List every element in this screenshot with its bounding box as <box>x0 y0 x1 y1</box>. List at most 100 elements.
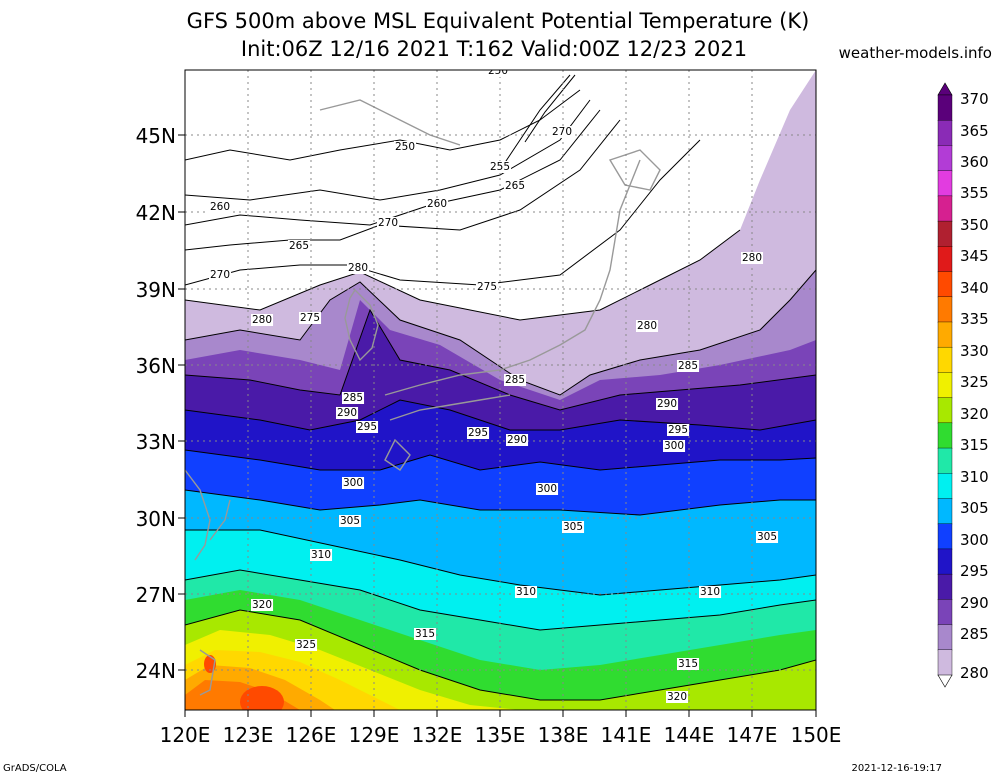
map-plot: 250 250 255 260 260 265 265 270 270 270 … <box>185 65 816 710</box>
colorbar-label: 340 <box>960 279 989 297</box>
contour-label: 290 <box>657 398 677 410</box>
contour-label: 305 <box>563 521 583 533</box>
colorbar-label: 350 <box>960 216 989 234</box>
colorbar-label: 330 <box>960 342 989 360</box>
colorbar-cell <box>937 220 953 248</box>
contour-label: 295 <box>357 421 377 433</box>
colorbar-cell <box>937 372 953 399</box>
colorbar-cell <box>937 271 953 298</box>
footer-timestamp: 2021-12-16-19:17 <box>851 763 942 774</box>
contour-label: 290 <box>337 407 357 419</box>
contour-label: 285 <box>505 374 525 386</box>
lon-label: 120E <box>160 723 211 747</box>
site-credit: weather-models.info <box>838 44 992 62</box>
colorbar-cell <box>937 473 953 500</box>
contour-label: 270 <box>552 126 572 138</box>
map-title: GFS 500m above MSL Equivalent Potential … <box>186 9 810 33</box>
contour-label: 280 <box>742 252 762 264</box>
lon-label: 147E <box>727 723 778 747</box>
lat-label: 33N <box>136 430 176 454</box>
lon-label: 123E <box>223 723 274 747</box>
colorbar-cell <box>937 170 953 197</box>
lat-label: 45N <box>136 124 176 148</box>
map-subtitle: Init:06Z 12/16 2021 T:162 Valid:00Z 12/2… <box>240 37 748 61</box>
contour-label: 320 <box>667 691 687 703</box>
colorbar-label: 285 <box>960 625 989 643</box>
contour-label: 260 <box>427 198 447 210</box>
colorbar-cell <box>937 624 953 651</box>
contour-label: 310 <box>516 586 536 598</box>
lat-label: 24N <box>136 659 176 683</box>
colorbar-cell <box>937 548 953 575</box>
contour-label: 295 <box>668 424 688 436</box>
colorbar: 370 365 360 355 350 345 340 335 330 325 … <box>937 82 989 688</box>
colorbar-cell <box>937 498 953 525</box>
graticule <box>185 70 816 710</box>
contour-label: 255 <box>490 161 510 173</box>
lon-label: 132E <box>412 723 463 747</box>
lat-label: 36N <box>136 354 176 378</box>
colorbar-label: 365 <box>960 122 989 140</box>
colorbar-cell <box>937 573 953 601</box>
colorbar-cell <box>937 120 953 147</box>
lon-label: 129E <box>349 723 400 747</box>
colorbar-label: 300 <box>960 531 989 549</box>
contour-label: 250 <box>488 65 508 77</box>
contour-label: 320 <box>252 599 272 611</box>
colorbar-cell <box>937 296 953 323</box>
colorbar-cell <box>937 447 953 474</box>
colorbar-cell <box>937 422 953 449</box>
colorbar-cell <box>937 599 953 626</box>
contour-label: 280 <box>637 320 657 332</box>
contour-label: 310 <box>311 549 331 561</box>
colorbar-cell <box>937 321 953 348</box>
lat-axis: 45N 42N 39N 36N 33N 30N 27N 24N <box>136 124 176 683</box>
colorbar-label: 280 <box>960 664 989 682</box>
colorbar-cell <box>937 523 953 550</box>
contour-label: 315 <box>415 628 435 640</box>
contour-label: 290 <box>507 434 527 446</box>
colorbar-cell <box>937 94 953 121</box>
contour-label: 250 <box>395 141 415 153</box>
colorbar-label: 315 <box>960 436 989 454</box>
contour-label: 310 <box>700 586 720 598</box>
colorbar-label: 355 <box>960 184 989 202</box>
lat-label: 30N <box>136 507 176 531</box>
lon-label: 144E <box>664 723 715 747</box>
contour-label: 305 <box>757 531 777 543</box>
colorbar-cell <box>937 346 953 374</box>
lat-label: 42N <box>136 201 176 225</box>
contour-label: 325 <box>296 639 316 651</box>
contour-label: 265 <box>289 240 309 252</box>
contour-label: 305 <box>340 515 360 527</box>
colorbar-label: 295 <box>960 562 989 580</box>
coastlines <box>185 99 661 696</box>
colorbar-label: 335 <box>960 310 989 328</box>
contour-label: 315 <box>678 658 698 670</box>
contour-label: 295 <box>468 427 488 439</box>
colorbar-label: 360 <box>960 153 989 171</box>
contour-label: 285 <box>678 360 698 372</box>
contour-label: 275 <box>477 281 497 293</box>
contour-label: 270 <box>210 269 230 281</box>
lon-label: 135E <box>475 723 526 747</box>
colorbar-label: 290 <box>960 594 989 612</box>
lon-label: 126E <box>286 723 337 747</box>
colorbar-label: 370 <box>960 90 989 108</box>
colorbar-label: 345 <box>960 247 989 265</box>
colorbar-cell <box>937 649 953 676</box>
colorbar-label: 320 <box>960 405 989 423</box>
warm-core <box>240 686 284 710</box>
contour-label: 300 <box>537 483 557 495</box>
colorbar-label: 310 <box>960 468 989 486</box>
lon-label: 150E <box>791 723 842 747</box>
contour-label-group: 250 250 255 260 260 265 265 270 270 270 … <box>209 65 779 703</box>
colorbar-label: 325 <box>960 373 989 391</box>
contour-label: 265 <box>505 180 525 192</box>
contour-label: 275 <box>300 312 320 324</box>
contour-label: 300 <box>664 440 684 452</box>
colorbar-cell <box>937 145 953 172</box>
colorbar-cell <box>937 195 953 222</box>
lon-axis: 120E 123E 126E 129E 132E 135E 138E 141E … <box>160 723 842 747</box>
